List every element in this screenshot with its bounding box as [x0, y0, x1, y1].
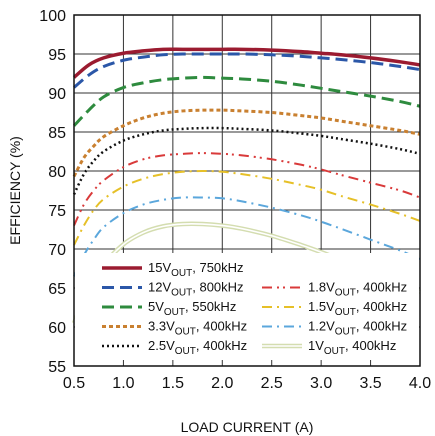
y-tick-label: 80: [48, 164, 66, 181]
x-tick-label: 1.5: [162, 375, 184, 392]
series-line-1p8v: [73, 152, 421, 227]
legend-background: [75, 253, 419, 360]
y-tick-label: 85: [48, 125, 66, 142]
legend-label-1p2v: 1.2VOUT, 400kHz: [308, 319, 407, 338]
y-axis-label: EFFICIENCY (%): [7, 136, 23, 245]
series-line-1p2v: [73, 196, 421, 277]
series-line-1p5v: [73, 169, 421, 246]
series-line-3p3v: [72, 108, 421, 178]
x-tick-label: 4.0: [409, 375, 431, 392]
y-axis-ticks: 55 60 65 70 75 80 85 90 95 100: [39, 8, 66, 376]
x-axis-label: LOAD CURRENT (A): [181, 419, 314, 435]
y-tick-label: 60: [48, 320, 66, 337]
series-line-2p5v: [72, 126, 421, 195]
legend-label-1p8v: 1.8VOUT, 400kHz: [308, 280, 407, 299]
series-line-15v: [72, 47, 421, 79]
y-tick-label: 55: [48, 359, 66, 376]
legend-label-1p5v: 1.5VOUT, 400kHz: [308, 299, 407, 318]
x-tick-label: 3.5: [359, 375, 381, 392]
legend-label-12v: 12VOUT, 800kHz: [148, 280, 244, 299]
x-tick-label: 2.0: [211, 375, 233, 392]
y-tick-label: 100: [39, 8, 66, 25]
legend-label-3p3v: 3.3VOUT, 400kHz: [148, 319, 247, 338]
legend-label-15v: 15VOUT, 750kHz: [148, 260, 244, 279]
x-tick-label: 1.0: [112, 375, 134, 392]
y-tick-label: 90: [48, 86, 66, 103]
x-tick-label: 0.5: [63, 375, 85, 392]
y-tick-label: 95: [48, 47, 66, 64]
y-tick-label: 70: [48, 242, 66, 259]
y-tick-label: 65: [48, 281, 66, 298]
y-tick-label: 75: [48, 203, 66, 220]
x-tick-label: 2.5: [261, 375, 283, 392]
legend-label-5v: 5VOUT, 550kHz: [148, 299, 236, 318]
legend-label-1v: 1VOUT, 400kHz: [308, 338, 396, 357]
series-line-5v: [72, 75, 421, 127]
plot-frame: [73, 14, 421, 367]
legend-label-2p5v: 2.5VOUT, 400kHz: [148, 338, 247, 357]
x-axis-ticks: 0.5 1.0 1.5 2.0 2.5 3.0 3.5 4.0: [63, 375, 431, 392]
x-tick-label: 3.0: [310, 375, 332, 392]
